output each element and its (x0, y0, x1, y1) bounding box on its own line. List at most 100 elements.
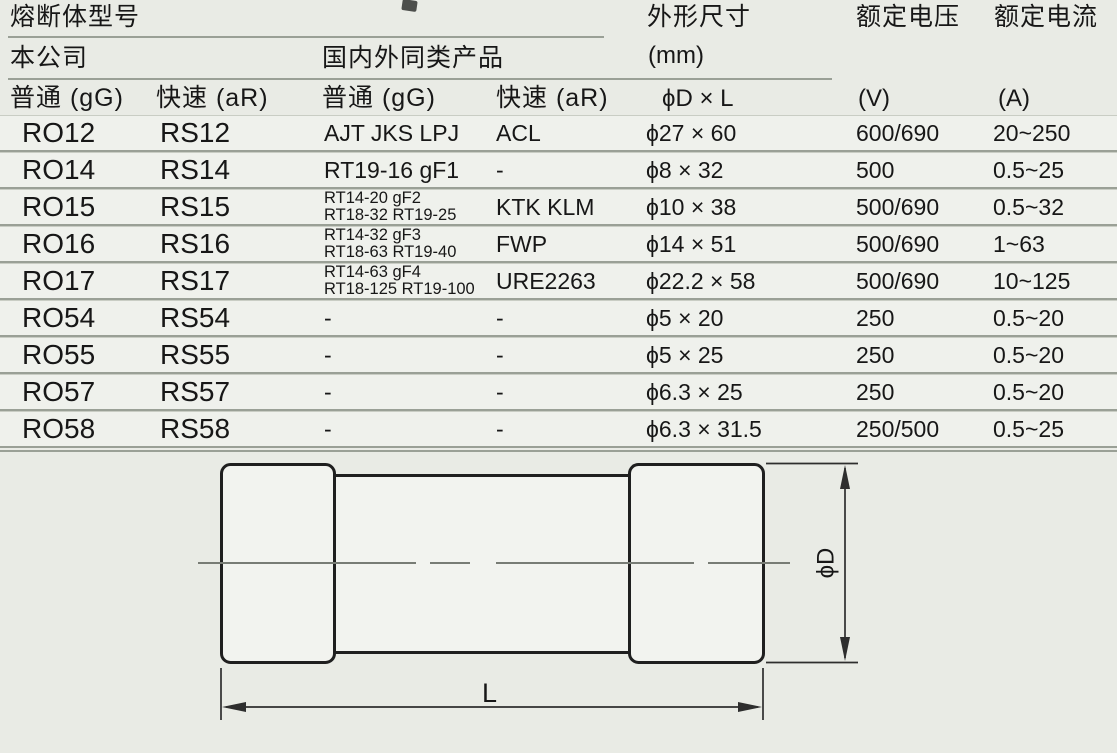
cell-model-ar: RS17 (160, 265, 231, 297)
cell-model-gg: RO57 (22, 376, 96, 408)
header-fuse-model: 熔断体型号 (10, 3, 141, 31)
cell-similar-gg: - (324, 341, 332, 368)
cell-similar-gg: AJT JKS LPJ (324, 119, 460, 146)
cell-size: ϕ14 × 51 (646, 230, 737, 257)
cell-similar-gg: RT14-32 gF3 RT18-63 RT19-40 (324, 225, 457, 261)
table-row: RO16 RS16 RT14-32 gF3 RT18-63 RT19-40 FWP ϕ1… (0, 226, 1117, 263)
cell-voltage: 500/690 (856, 230, 940, 257)
table-row: RO58 RS58 - - ϕ6.3 × 31.5 250/500 0.5~25 (0, 411, 1117, 448)
col-header-gg-similar: 普通 (gG) (322, 84, 436, 112)
cell-model-ar: RS55 (160, 339, 231, 371)
cell-current: 0.5~20 (993, 378, 1064, 405)
header-rated-current: 额定电流 (994, 3, 1099, 31)
cell-voltage: 250 (856, 341, 895, 368)
cell-current: 10~125 (993, 267, 1071, 294)
cell-model-ar: RS58 (160, 413, 231, 445)
cell-voltage: 600/690 (856, 119, 940, 146)
cell-similar-gg: - (324, 304, 332, 331)
cell-current: 20~250 (993, 119, 1071, 146)
cell-similar-gg: - (324, 378, 332, 405)
cell-model-gg: RO17 (22, 265, 96, 297)
cell-current: 0.5~20 (993, 341, 1064, 368)
cell-model-gg: RO14 (22, 154, 96, 186)
cell-similar-gg: RT14-63 gF4 RT18-125 RT19-100 (324, 262, 475, 298)
cell-size: ϕ6.3 × 25 (646, 378, 743, 405)
cell-size: ϕ5 × 25 (646, 341, 724, 368)
header-our-company: 本公司 (10, 44, 89, 72)
cell-voltage: 500/690 (856, 193, 940, 220)
cell-model-ar: RS16 (160, 228, 231, 260)
cell-model-gg: RO12 (22, 117, 96, 149)
table-row: RO57 RS57 - - ϕ6.3 × 25 250 0.5~20 (0, 374, 1117, 411)
header-rule-1 (8, 36, 604, 38)
diameter-arrow-top (840, 465, 850, 489)
cell-model-ar: RS54 (160, 302, 231, 334)
cell-similar-gg: RT19-16 gF1 (324, 156, 460, 183)
cell-similar-ar: URE2263 (496, 267, 596, 294)
col-header-current-unit: (A) (998, 85, 1030, 112)
table-row: RO14 RS14 RT19-16 gF1 - ϕ8 × 32 500 0.5~25 (0, 152, 1117, 189)
col-header-voltage-unit: (V) (858, 85, 890, 112)
col-header-gg-company: 普通 (gG) (10, 84, 124, 112)
diameter-arrow-bottom (840, 637, 850, 661)
cell-current: 1~63 (993, 230, 1045, 257)
cell-current: 0.5~25 (993, 415, 1064, 442)
cell-similar-ar: KTK KLM (496, 193, 595, 220)
header-rated-voltage: 额定电压 (856, 3, 961, 31)
scan-artifact (401, 0, 418, 12)
cell-similar-ar: - (496, 378, 504, 405)
cell-current: 0.5~25 (993, 156, 1064, 183)
fuse-dimension-drawing: L ϕD (0, 450, 1117, 720)
cell-similar-ar: FWP (496, 230, 548, 257)
cell-voltage: 250/500 (856, 415, 940, 442)
cell-size: ϕ8 × 32 (646, 156, 724, 183)
header-dimensions-unit: (mm) (648, 42, 704, 69)
table-row: RO17 RS17 RT14-63 gF4 RT18-125 RT19-100 URE… (0, 263, 1117, 300)
cell-size: ϕ27 × 60 (646, 119, 737, 146)
diameter-dimension (766, 462, 858, 664)
cell-similar-ar: - (496, 304, 504, 331)
cell-model-ar: RS12 (160, 117, 231, 149)
cell-similar-ar: ACL (496, 119, 541, 146)
col-header-ar-company: 快速 (aR) (156, 84, 269, 112)
cell-size: ϕ6.3 × 31.5 (646, 415, 762, 442)
table-row: RO55 RS55 - - ϕ5 × 25 250 0.5~20 (0, 337, 1117, 374)
header-dimensions: 外形尺寸 (647, 3, 752, 31)
cell-similar-ar: - (496, 415, 504, 442)
cell-model-ar: RS14 (160, 154, 231, 186)
cell-model-ar: RS15 (160, 191, 231, 223)
fuse-body-fill (333, 476, 630, 653)
cell-model-gg: RO54 (22, 302, 96, 334)
cell-size: ϕ5 × 20 (646, 304, 724, 331)
cell-voltage: 250 (856, 378, 895, 405)
diameter-label: ϕD (812, 548, 839, 579)
header-rule-2 (8, 78, 832, 80)
col-header-ar-similar: 快速 (aR) (496, 84, 609, 112)
table-row: RO54 RS54 - - ϕ5 × 20 250 0.5~20 (0, 300, 1117, 337)
spec-table-body: RO12 RS12 AJT JKS LPJ ACL ϕ27 × 60 600/690 20~… (0, 115, 1117, 448)
cell-current: 0.5~32 (993, 193, 1064, 220)
cell-voltage: 250 (856, 304, 895, 331)
cell-voltage: 500/690 (856, 267, 940, 294)
length-label: L (482, 678, 497, 708)
header-similar-products: 国内外同类产品 (322, 44, 505, 72)
cell-model-ar: RS57 (160, 376, 231, 408)
length-dimension (220, 668, 764, 720)
col-header-dim: ϕD × L (662, 85, 734, 112)
table-row: RO15 RS15 RT14-20 gF2 RT18-32 RT19-25 KTK K… (0, 189, 1117, 226)
cell-similar-gg: - (324, 415, 332, 442)
cell-size: ϕ10 × 38 (646, 193, 737, 220)
cell-current: 0.5~20 (993, 304, 1064, 331)
cell-size: ϕ22.2 × 58 (646, 267, 756, 294)
cell-model-gg: RO15 (22, 191, 96, 223)
length-arrow-left (222, 702, 246, 712)
cell-model-gg: RO58 (22, 413, 96, 445)
cell-similar-ar: - (496, 341, 504, 368)
length-arrow-right (738, 702, 762, 712)
cell-voltage: 500 (856, 156, 895, 183)
cell-model-gg: RO55 (22, 339, 96, 371)
cell-model-gg: RO16 (22, 228, 96, 260)
cell-similar-gg: RT14-20 gF2 RT18-32 RT19-25 (324, 188, 457, 224)
table-row: RO12 RS12 AJT JKS LPJ ACL ϕ27 × 60 600/690 20~… (0, 115, 1117, 152)
